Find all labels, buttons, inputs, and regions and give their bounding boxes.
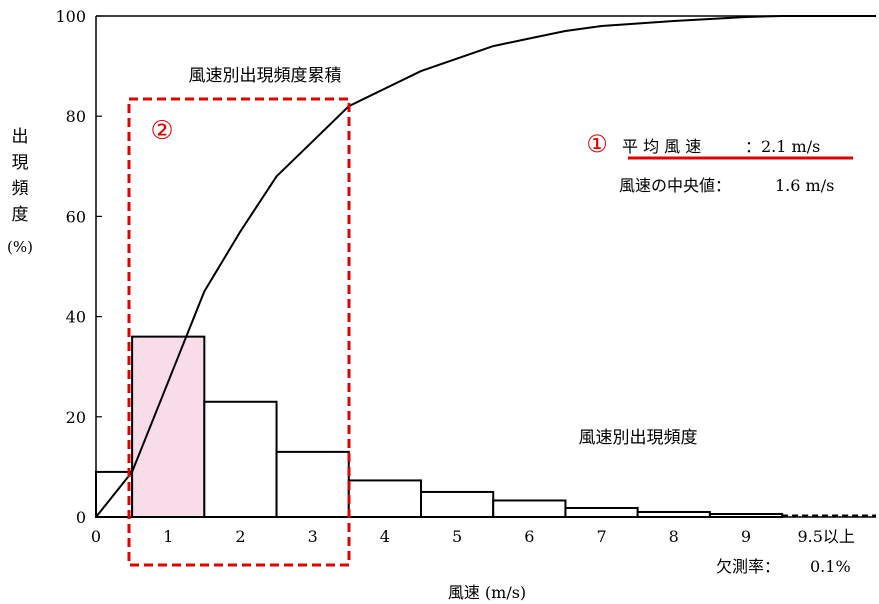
bar: [203, 400, 278, 518]
x-tick-label: 8: [669, 527, 679, 546]
y-axis-label-char: 現: [12, 153, 29, 173]
y-tick-label: 60: [66, 207, 86, 226]
x-tick-label: 9: [741, 527, 751, 546]
x-tick-label: 2: [235, 527, 245, 546]
y-tick-label: 100: [55, 7, 86, 26]
x-tick-label: 5: [452, 527, 462, 546]
y-axis-label-char: 出: [12, 127, 29, 147]
annotation-circle-1: ①: [586, 130, 608, 158]
x-tick-label: 9.5以上: [797, 527, 854, 546]
bar: [420, 490, 495, 519]
x-tick-label: 6: [524, 527, 534, 546]
y-axis-label-char: 度: [12, 205, 29, 225]
bar-series: [95, 335, 876, 519]
x-tick-label: 7: [596, 527, 606, 546]
highlight-dashed-box: [127, 97, 351, 567]
cumulative-line: [95, 15, 876, 518]
x-tick-label: 4: [380, 527, 390, 546]
bar: [564, 506, 639, 518]
x-tick-label: 1: [163, 527, 173, 546]
mean-wind-label: 平 均 風 速: [622, 137, 701, 156]
y-tick-label: 20: [66, 408, 86, 427]
bar: [275, 450, 350, 518]
bar: [492, 499, 567, 519]
y-axis-label-char: 頻: [12, 179, 29, 199]
bar: [347, 479, 422, 518]
mean-wind-value: ：2.1 m/s: [745, 137, 820, 156]
bar: [131, 335, 206, 519]
y-axis-label: 出 現 頻 度 (%): [7, 127, 33, 256]
y-tick-labels: 0 20 40 60 80 100: [55, 7, 86, 527]
y-axis-label-unit: (%): [7, 238, 33, 256]
y-tick-label: 80: [66, 107, 86, 126]
bar: [636, 510, 711, 518]
x-tick-label: 0: [91, 527, 101, 546]
median-wind-label: 風速の中央値：: [619, 176, 731, 195]
missing-rate-value: 0.1%: [810, 557, 851, 576]
cumulative-series-label: 風速別出現頻度累積: [189, 66, 342, 86]
annotation-circle-2: ②: [150, 116, 173, 146]
axes: [95, 15, 876, 518]
y-tick-label: 40: [66, 308, 86, 327]
x-tick-label: 3: [308, 527, 318, 546]
median-wind-value: 1.6 m/s: [775, 176, 834, 195]
bar-series-label: 風速別出現頻度: [579, 428, 698, 448]
x-axis-label: 風速 (m/s): [448, 583, 526, 602]
missing-rate-label: 欠測率：: [716, 557, 780, 576]
x-tick-labels: 0 1 2 3 4 5 6 7 8 9 9.5以上: [91, 527, 855, 546]
y-tick-label: 0: [76, 508, 86, 527]
